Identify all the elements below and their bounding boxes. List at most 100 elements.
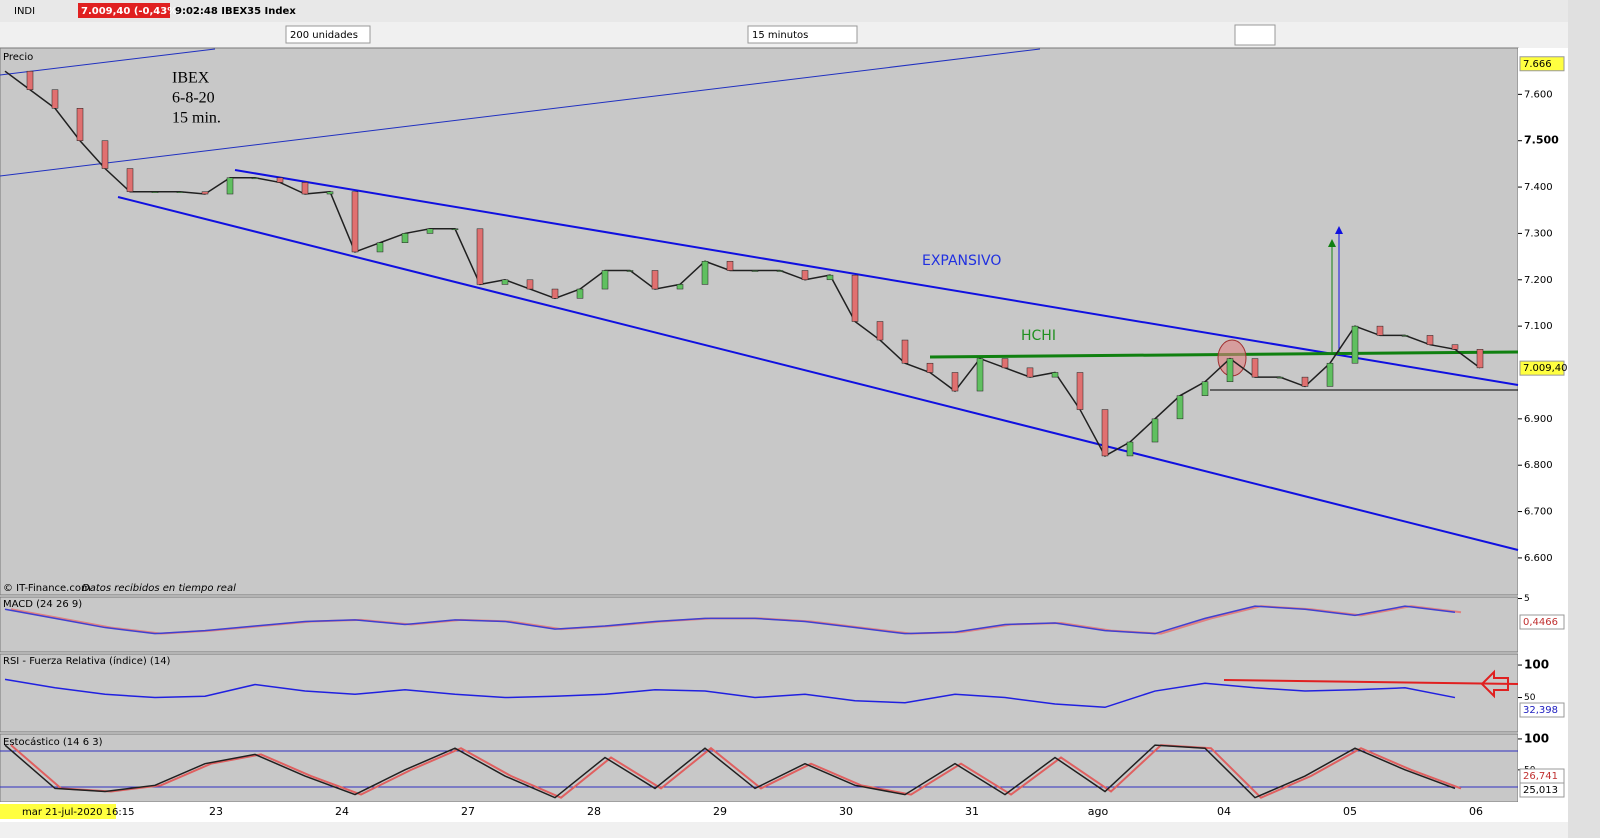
candle xyxy=(826,274,834,281)
y-tick-label: 6.800 xyxy=(1524,460,1553,471)
units-select[interactable] xyxy=(285,25,371,44)
channel-bottom xyxy=(117,196,1519,551)
price: 7.009,40 (-0,43%) xyxy=(81,6,182,17)
candle xyxy=(426,228,434,234)
candle xyxy=(176,191,184,193)
trend-line xyxy=(0,48,216,76)
pane-label: RSI - Fuerza Relativa (índice) (14) xyxy=(3,655,171,667)
x-tick-label: ago xyxy=(1088,805,1109,818)
candle xyxy=(126,168,134,192)
channel-label: EXPANSIVO xyxy=(922,253,1001,269)
x-start: mar 21-jul-2020 16:15 xyxy=(22,807,134,818)
candle xyxy=(1051,372,1059,378)
y-tick-label: 6.700 xyxy=(1524,507,1553,518)
candle xyxy=(276,177,284,183)
scrollbar[interactable] xyxy=(1568,0,1600,838)
x-tick-label: 29 xyxy=(713,805,727,818)
last-box xyxy=(1519,782,1565,798)
candle xyxy=(551,288,559,299)
candle xyxy=(301,182,309,195)
candle xyxy=(851,274,859,322)
annotation: 6-8-20 xyxy=(172,90,215,107)
y-tick-label: 7.100 xyxy=(1524,321,1553,332)
x-axis xyxy=(0,802,1568,822)
candle xyxy=(476,228,484,285)
last-value: 32,398 xyxy=(1523,705,1558,716)
y-tick-label: 7.300 xyxy=(1524,228,1553,239)
candle xyxy=(1126,441,1134,457)
high-label: 7.666 xyxy=(1523,59,1552,70)
candle xyxy=(1001,358,1009,369)
pane-label: MACD (24 26 9) xyxy=(3,599,82,610)
arrow-head xyxy=(1335,226,1343,234)
candle xyxy=(1301,376,1309,387)
x-tick-label: 24 xyxy=(335,805,349,818)
candle xyxy=(501,279,509,285)
chart-type-button[interactable] xyxy=(1234,24,1276,46)
last-value: 26,741 xyxy=(1523,771,1558,782)
candle xyxy=(1151,418,1159,443)
candle xyxy=(1226,358,1234,383)
candle xyxy=(151,191,159,193)
candle xyxy=(1376,325,1384,336)
candle xyxy=(376,242,384,253)
candle xyxy=(351,191,359,253)
pane-label: Estocástico (14 6 3) xyxy=(3,736,103,748)
y-tick-label: 7.600 xyxy=(1524,89,1553,100)
macd-pane xyxy=(0,596,1519,653)
y-tick-label: 50 xyxy=(1524,693,1536,703)
x-tick-label: 23 xyxy=(209,805,223,818)
x-tick-label: 27 xyxy=(461,805,475,818)
units-value: 200 unidades xyxy=(290,30,358,41)
y-tick-label: 6.900 xyxy=(1524,414,1553,425)
candle xyxy=(876,321,884,341)
last-value: 0,4466 xyxy=(1523,617,1558,628)
candle xyxy=(451,228,459,231)
candle xyxy=(76,108,84,141)
candle xyxy=(701,260,709,285)
y-tick-label: 100 xyxy=(1524,731,1549,745)
notice: Datos recibidos en tiempo real xyxy=(82,583,236,594)
candle xyxy=(926,362,934,373)
candle xyxy=(51,89,59,109)
candle xyxy=(226,177,234,195)
y-tick-label: 5 xyxy=(1524,594,1530,604)
last-box xyxy=(1519,614,1565,630)
y-tick-label: 7.400 xyxy=(1524,182,1553,193)
candle xyxy=(1201,381,1209,396)
annotation: IBEX xyxy=(172,70,210,87)
interval-value: 15 minutos xyxy=(752,30,808,41)
candle xyxy=(1476,349,1484,369)
candle xyxy=(1426,335,1434,345)
candle xyxy=(101,140,109,169)
high-label-box xyxy=(1519,56,1565,72)
candle xyxy=(676,284,684,290)
x-tick-label: 04 xyxy=(1217,805,1231,818)
arrow-icon xyxy=(1480,669,1509,699)
candle xyxy=(726,260,734,271)
symbol[interactable]: INDI xyxy=(14,6,35,17)
candle xyxy=(1276,376,1284,379)
candle xyxy=(1451,344,1459,350)
y-tick-label: 6.600 xyxy=(1524,553,1553,564)
candle xyxy=(1026,367,1034,378)
candle xyxy=(1351,325,1359,364)
last-value: 25,013 xyxy=(1523,785,1558,796)
pane-label: Precio xyxy=(3,52,33,63)
price-box xyxy=(78,3,170,18)
candle xyxy=(776,270,784,272)
candle xyxy=(801,270,809,281)
rsi-line xyxy=(4,678,1456,709)
candle xyxy=(1401,335,1409,337)
rsi-pane xyxy=(0,653,1519,733)
trend-line xyxy=(0,48,1041,177)
start-box xyxy=(0,804,116,819)
price-line xyxy=(4,70,1481,457)
stochastic-line xyxy=(4,744,1456,799)
macd-line xyxy=(4,605,1456,635)
price-pane xyxy=(0,47,1519,596)
rsi-divergence xyxy=(1223,679,1519,685)
candle xyxy=(526,279,534,290)
interval-select[interactable] xyxy=(747,25,858,44)
x-tick-label: 05 xyxy=(1343,805,1357,818)
